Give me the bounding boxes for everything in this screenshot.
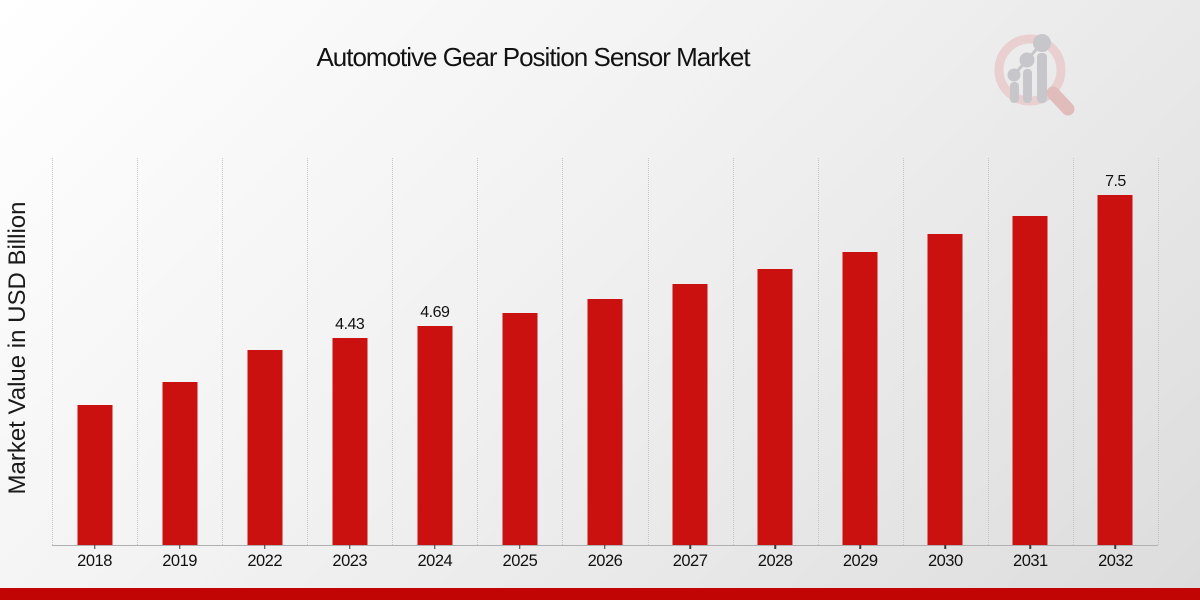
x-axis-tick [689, 545, 691, 549]
plot-area: 2018 2019 2022 4.43 2023 4.69 2024 2025 2026 2027… [52, 158, 1159, 570]
bar-2023 [332, 338, 368, 545]
vertical-gridline [392, 158, 394, 545]
bar-slot-2027: 2027 [648, 158, 733, 570]
bar-2029 [842, 252, 878, 545]
bar-slot-2030: 2030 [903, 158, 988, 570]
x-tick-label-2031: 2031 [1013, 552, 1048, 570]
bar-2022 [247, 350, 283, 545]
x-axis-tick [604, 545, 606, 549]
bar-2028 [757, 268, 793, 545]
x-axis-tick [93, 545, 96, 549]
x-tick-label-2032: 2032 [1098, 552, 1133, 570]
bar-slot-2031: 2031 [988, 158, 1073, 570]
bar-2019 [162, 381, 198, 545]
x-tick-label-2019: 2019 [162, 552, 197, 570]
x-tick-label-2030: 2030 [927, 552, 963, 570]
y-axis-label: Market Value in USD Billion [4, 201, 31, 495]
vertical-gridline [647, 158, 649, 545]
bar-slot-2023: 4.43 2023 [307, 158, 392, 570]
vertical-gridline [1158, 158, 1159, 545]
bar-2031 [1012, 215, 1048, 545]
vertical-gridline [137, 158, 139, 545]
x-axis-tick [519, 545, 521, 549]
vertical-gridline [52, 158, 53, 545]
bar-slot-2026: 2026 [562, 158, 647, 570]
bar-value-label-2024: 4.69 [420, 304, 450, 322]
x-tick-label-2029: 2029 [842, 552, 878, 570]
x-tick-label-2028: 2028 [757, 552, 793, 570]
bar-value-label-2023: 4.43 [335, 316, 365, 334]
bar-2018 [77, 405, 113, 545]
x-tick-label-2026: 2026 [587, 552, 623, 570]
bar-2024 [417, 326, 453, 545]
bar-slot-2025: 2025 [477, 158, 562, 570]
vertical-gridline [732, 158, 734, 545]
x-tick-label-2022: 2022 [247, 552, 283, 570]
x-tick-label-2018: 2018 [77, 552, 112, 570]
x-axis-tick [434, 545, 436, 549]
x-tick-label-2023: 2023 [332, 552, 368, 570]
x-axis-tick [1114, 545, 1117, 549]
bar-slot-2028: 2028 [733, 158, 818, 570]
vertical-gridline [562, 158, 564, 545]
footer-accent-band [0, 588, 1200, 600]
bar-2030 [927, 234, 963, 545]
x-axis-tick [263, 545, 266, 549]
x-axis-tick [944, 545, 947, 549]
bar-slot-2018: 2018 [52, 158, 137, 570]
x-axis-tick [178, 545, 181, 549]
magnifier-bar-chart-logo-icon [994, 34, 1075, 116]
bar-2025 [502, 313, 538, 545]
bar-slot-2019: 2019 [137, 158, 222, 570]
x-tick-label-2027: 2027 [672, 552, 708, 570]
x-axis-tick [349, 545, 351, 549]
vertical-gridline [307, 158, 309, 545]
x-axis-tick [1029, 545, 1032, 549]
bar-slot-2024: 4.69 2024 [392, 158, 477, 570]
vertical-gridline [477, 158, 479, 545]
bar-2027 [672, 284, 708, 545]
x-tick-label-2024: 2024 [417, 552, 453, 570]
vertical-gridline [817, 158, 819, 545]
vertical-gridline [987, 158, 989, 545]
vertical-gridline [222, 158, 224, 545]
x-axis-tick [859, 545, 861, 549]
bar-2026 [587, 299, 623, 545]
bar-value-label-2032: 7.5 [1105, 173, 1126, 191]
x-tick-label-2025: 2025 [502, 552, 538, 570]
bar-2032 [1097, 195, 1133, 545]
vertical-gridline [902, 158, 904, 545]
vertical-gridline [1072, 158, 1074, 545]
bar-slot-2029: 2029 [818, 158, 903, 570]
x-axis-tick [774, 545, 776, 549]
chart-title: Automotive Gear Position Sensor Market [316, 42, 750, 72]
bar-slot-2032: 7.5 2032 [1073, 158, 1158, 570]
bar-slot-2022: 2022 [222, 158, 307, 570]
